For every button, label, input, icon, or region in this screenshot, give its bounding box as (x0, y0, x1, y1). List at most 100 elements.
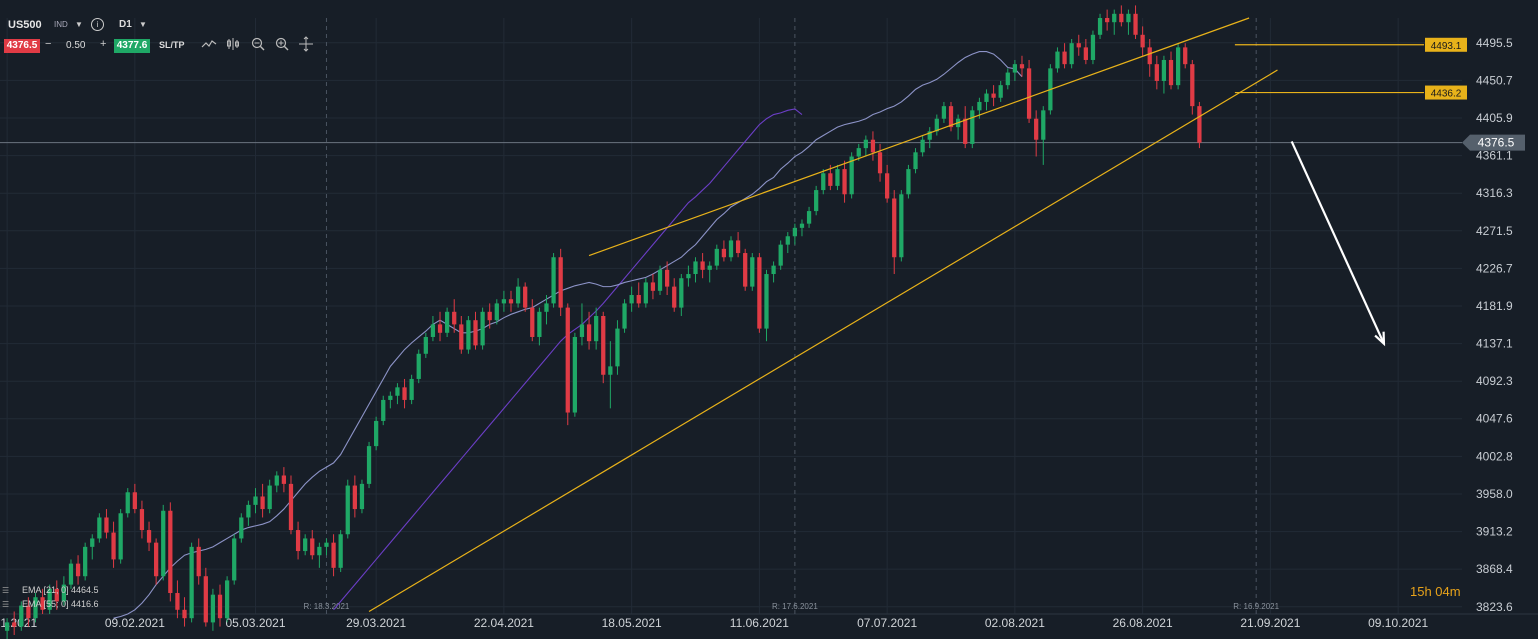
candle-body (664, 269, 670, 287)
candle-body (792, 227, 798, 237)
candle-body (1105, 18, 1110, 23)
candle-body (728, 240, 734, 258)
candle-body (806, 211, 812, 224)
candle-body (856, 148, 861, 157)
y-tick-label: 4226.7 (1476, 261, 1513, 275)
sltp-button[interactable]: SL/TP (159, 40, 185, 50)
candle-body (799, 223, 805, 228)
candle-body (317, 546, 322, 556)
buy-button[interactable]: 4377.6 (114, 39, 150, 53)
timeframe-selector[interactable]: D1 (119, 19, 132, 30)
candle-body (253, 496, 258, 505)
candle-body (246, 504, 251, 518)
candle-body (1005, 72, 1010, 86)
y-tick-label: 4092.3 (1476, 374, 1513, 388)
candle-body (821, 173, 826, 191)
symbol-name[interactable]: US500 (8, 19, 42, 31)
y-tick-label: 4495.5 (1476, 36, 1513, 50)
candle-body (757, 257, 762, 329)
candle-body (1041, 110, 1046, 140)
candle-body (721, 248, 727, 258)
candle-body (359, 483, 365, 510)
x-tick-label: 02.08.2021 (985, 616, 1045, 630)
candle-body (54, 588, 59, 602)
rollover-label: R: 17.6.2021 (772, 602, 818, 611)
x-tick-label: 09.02.2021 (105, 616, 165, 630)
current-price-label: 4376.5 (1478, 136, 1515, 150)
candle-body (352, 485, 357, 510)
line-chart-icon[interactable] (201, 36, 217, 52)
ema21-legend[interactable]: EMA [21; 0] 4464.5 (22, 585, 99, 595)
candle-body (835, 169, 840, 186)
candle-body (267, 485, 272, 510)
candle-body (139, 509, 145, 531)
candle-body (672, 286, 677, 308)
candle-body (1126, 13, 1131, 23)
candle-body (487, 311, 492, 321)
candle-body (629, 295, 634, 304)
increase-quantity-button[interactable]: + (100, 38, 107, 50)
y-tick-label: 4405.9 (1476, 111, 1513, 125)
candle-body (572, 336, 577, 413)
symbol-chevron-down-icon[interactable]: ▼ (75, 20, 83, 29)
y-tick-label: 4361.1 (1476, 149, 1513, 163)
candle-body (175, 593, 180, 610)
quantity-input[interactable]: 0.50 (66, 40, 86, 51)
candle-body (331, 542, 336, 568)
candle-body (1012, 64, 1018, 73)
candle-body (636, 295, 641, 304)
candle-body (863, 139, 868, 149)
candle-body (643, 282, 648, 304)
candle-body (423, 336, 428, 354)
candle-body (1183, 47, 1188, 65)
ema55-menu-icon[interactable]: ☰ (2, 600, 10, 609)
y-tick-label: 4002.8 (1476, 449, 1513, 463)
candle-body (508, 299, 514, 304)
indicators-icon[interactable] (226, 36, 242, 52)
candle-body (558, 257, 563, 308)
y-tick-label: 4271.5 (1476, 224, 1513, 238)
rollover-label: R: 16.9.2021 (1233, 602, 1279, 611)
lower-channel-trendline (368, 69, 1278, 612)
candle-body (1097, 18, 1103, 35)
candle-body (1147, 47, 1152, 65)
candle-body (480, 311, 485, 346)
candle-body (338, 534, 343, 568)
candle-body (125, 492, 130, 514)
level-tag (1425, 37, 1467, 52)
candle-body (601, 316, 606, 375)
candle-body (281, 475, 287, 484)
info-icon[interactable]: i (91, 18, 104, 31)
candle-body (984, 93, 989, 102)
zoom-out-icon[interactable] (250, 36, 266, 52)
candle-body (473, 320, 478, 346)
candle-countdown-timer: 15h 04m (1410, 584, 1461, 599)
candle-body (303, 538, 308, 552)
candle-body (154, 542, 159, 577)
candle-body (693, 261, 698, 275)
candle-body (239, 517, 244, 539)
candle-body (33, 597, 38, 619)
candle-body (459, 324, 464, 350)
crosshair-icon[interactable] (298, 36, 314, 52)
ema55-legend[interactable]: EMA [55; 0] 4416.6 (22, 599, 99, 609)
candle-body (83, 546, 88, 577)
candle-body (40, 597, 45, 610)
candle-body (565, 307, 570, 413)
timeframe-chevron-down-icon[interactable]: ▼ (139, 20, 147, 29)
rollover-label: R: 18.3.2021 (304, 602, 350, 611)
candle-body (608, 366, 613, 375)
ema21-line (113, 51, 1023, 619)
candle-body (1119, 13, 1124, 23)
candle-body (132, 492, 137, 510)
candle-body (75, 563, 81, 577)
candle-body (991, 93, 996, 98)
candle-body (374, 420, 379, 447)
candle-body (409, 378, 414, 400)
sell-button[interactable]: 4376.5 (4, 39, 40, 53)
ema21-menu-icon[interactable]: ☰ (2, 586, 10, 595)
zoom-in-icon[interactable] (274, 36, 290, 52)
candle-body (381, 399, 386, 421)
decrease-quantity-button[interactable]: − (45, 38, 52, 50)
